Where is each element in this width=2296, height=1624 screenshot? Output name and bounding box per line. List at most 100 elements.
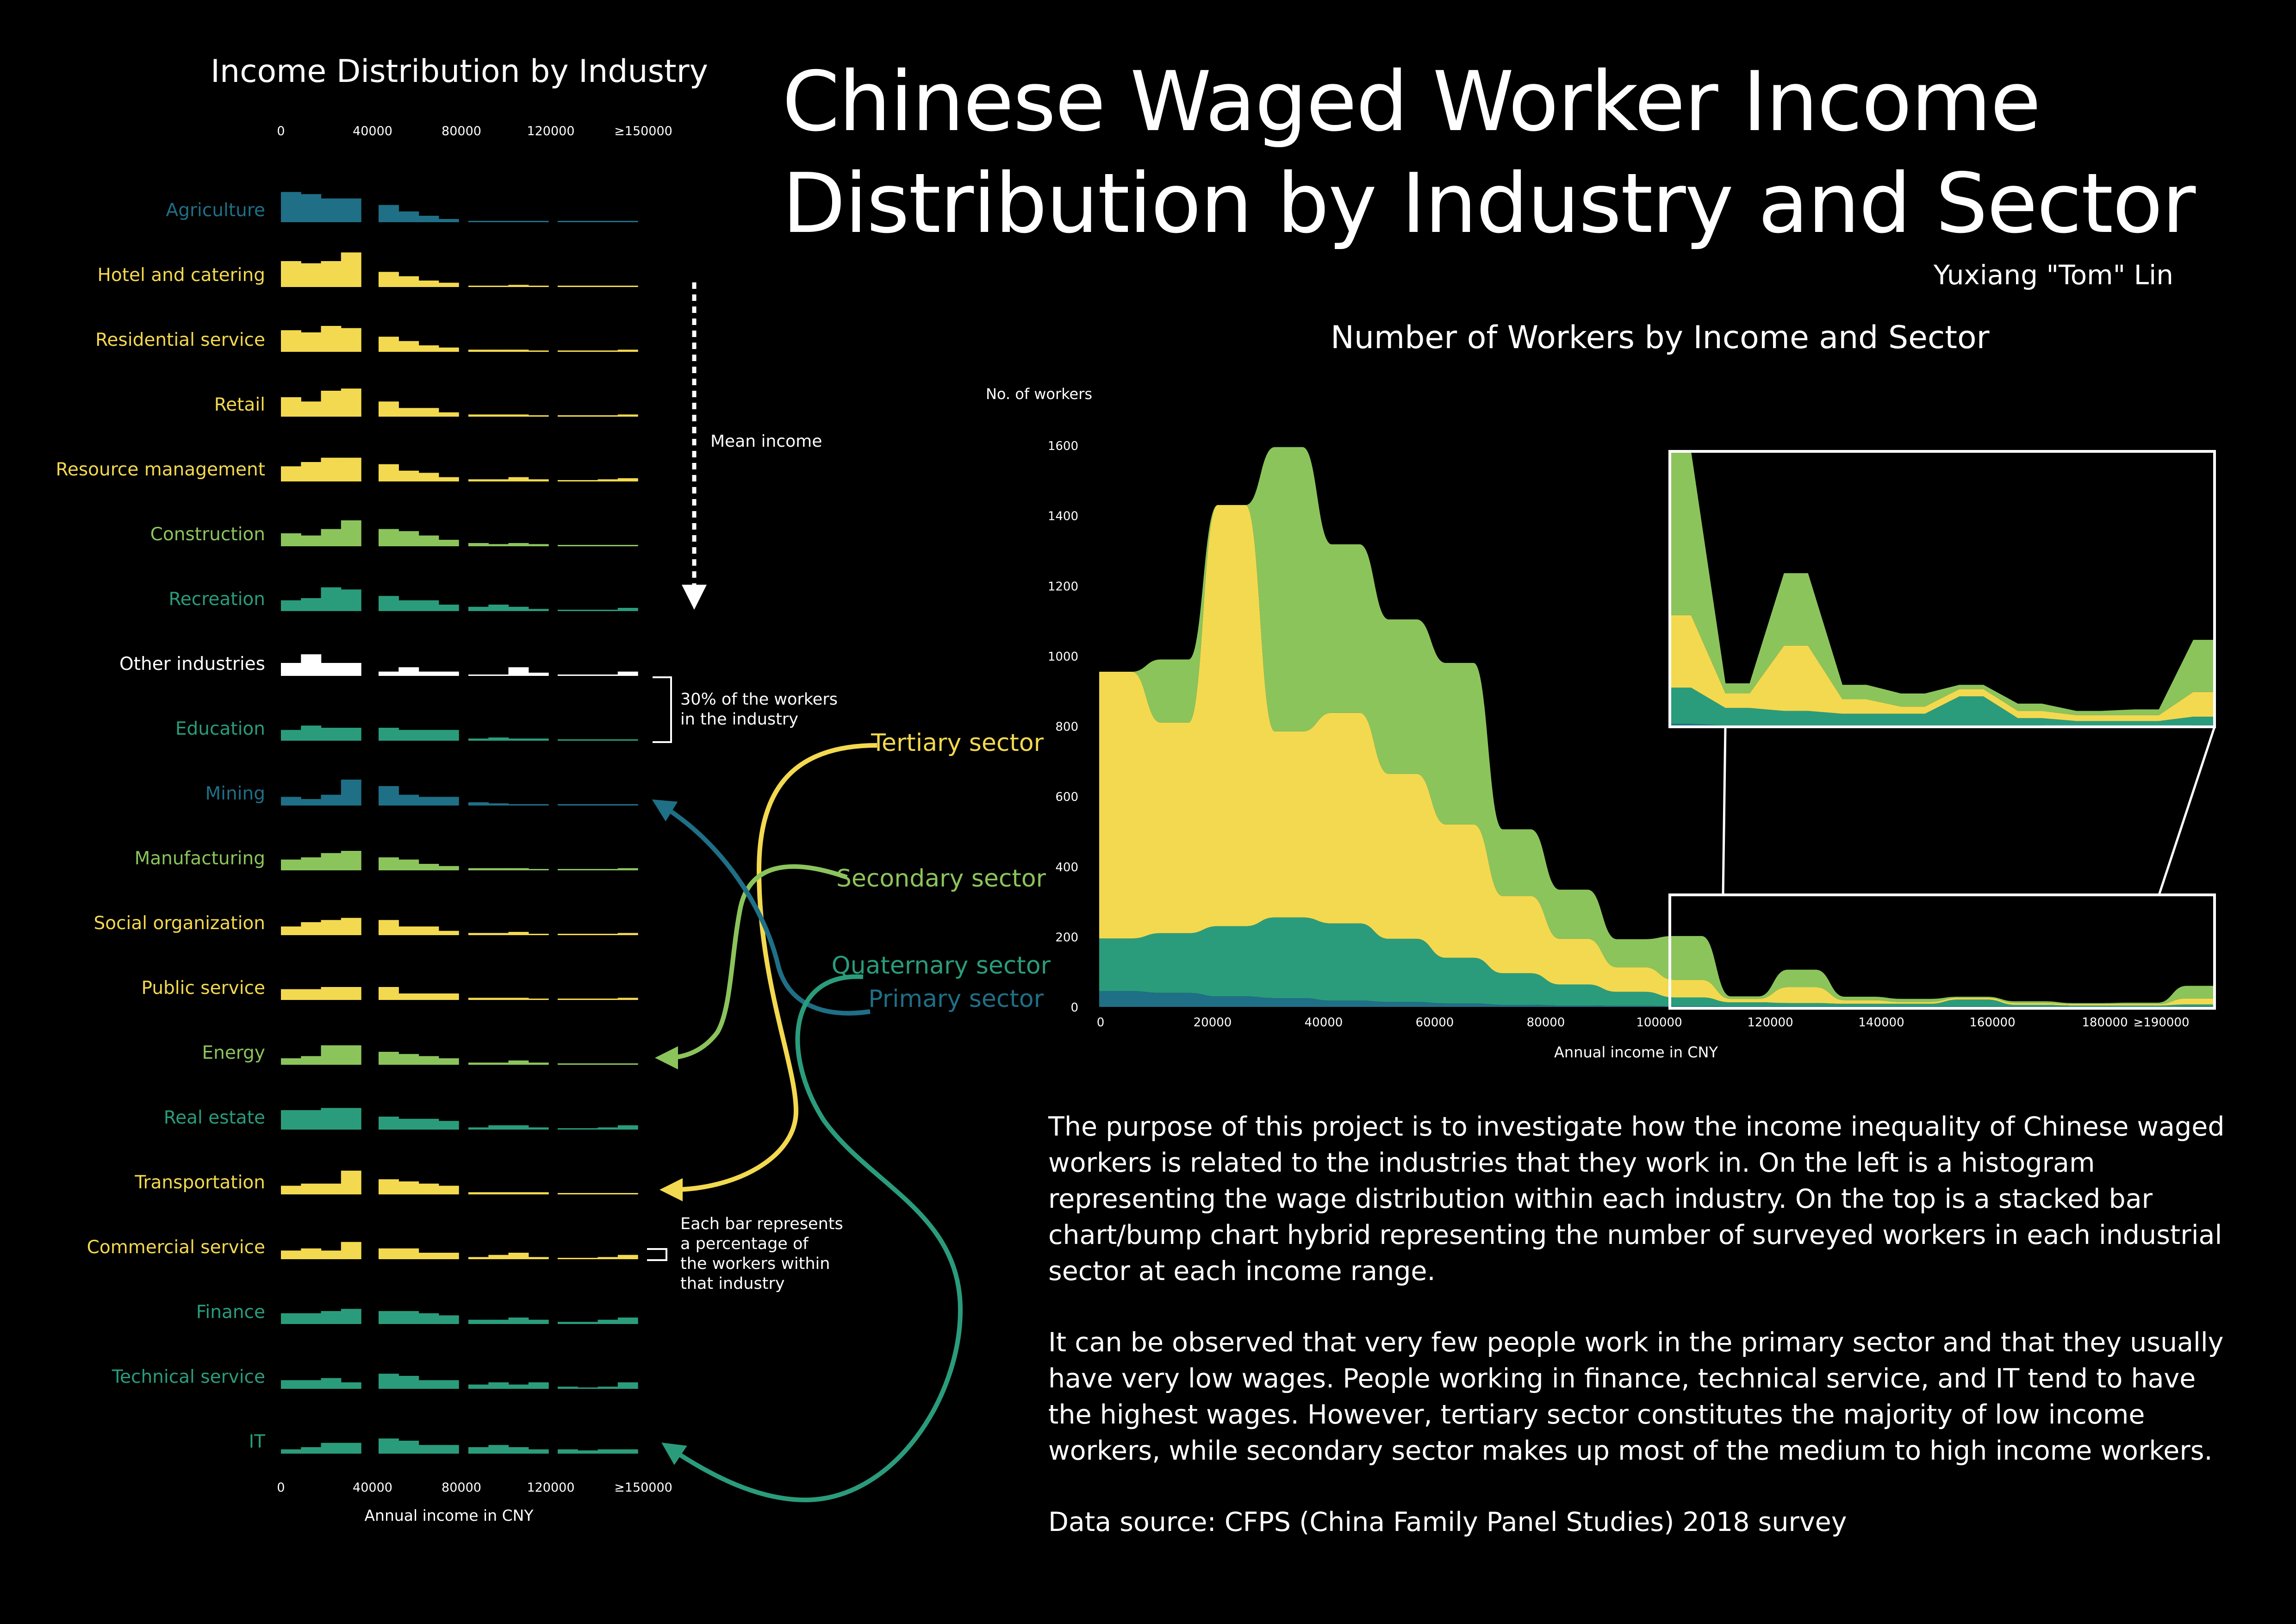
histogram-bar [321, 1183, 342, 1194]
industry-row-commercial-service: Commercial service [87, 1237, 638, 1259]
histogram-bar [301, 989, 322, 1000]
histogram-bar [508, 1192, 529, 1194]
histogram-bar [379, 1311, 399, 1324]
histogram-bar [341, 589, 361, 611]
histogram-bar [438, 730, 459, 741]
histogram-bar [617, 868, 638, 870]
histogram-bar [341, 1309, 361, 1324]
industry-label: Social organization [93, 913, 265, 934]
hist-bottom-tick-0: 0 [277, 1480, 285, 1495]
histogram-bar [281, 797, 301, 806]
histogram-bar [468, 998, 489, 1000]
industry-row-public-service: Public service [141, 978, 638, 1000]
histogram-bar [508, 1384, 529, 1389]
stream-x-axis-label: Annual income in CNY [1554, 1043, 1718, 1061]
histogram-bar [488, 933, 509, 935]
quaternary-sector-label: Quaternary sector [832, 952, 1051, 980]
histogram-bar [528, 934, 549, 935]
histogram-bar [488, 350, 509, 352]
mean-income-label: Mean income [710, 432, 822, 451]
histogram-bar [558, 610, 578, 611]
histogram-bar [321, 728, 342, 741]
histogram-bar [281, 1186, 301, 1194]
histogram-bar [617, 1255, 638, 1259]
histogram-bar [438, 477, 459, 481]
industry-row-manufacturing: Manufacturing [135, 848, 638, 870]
histogram-bar [558, 675, 578, 676]
histogram-bar [418, 1183, 439, 1194]
histogram-bar [438, 1380, 459, 1389]
histogram-bar [578, 545, 598, 546]
industry-row-residential-service: Residential service [95, 326, 638, 352]
histogram-bar [301, 1380, 322, 1389]
histogram-bar [558, 221, 578, 222]
histogram-bar [558, 1063, 578, 1065]
histogram-bar [418, 730, 439, 741]
histogram-bar [597, 934, 618, 935]
primary-connector [652, 799, 871, 1016]
industry-row-recreation: Recreation [168, 587, 638, 611]
histogram-bar [528, 1192, 549, 1194]
zoom-connector-right [2158, 726, 2216, 895]
histogram-bar [301, 598, 322, 611]
histogram-bar [508, 1253, 529, 1259]
histogram-bar [558, 1258, 578, 1259]
histogram-bar [578, 1322, 598, 1324]
histogram-bar [379, 1374, 399, 1389]
histogram-bar [301, 1056, 322, 1065]
histogram-bar [488, 221, 509, 222]
histogram-bar [321, 1378, 342, 1389]
histogram-bar [341, 1045, 361, 1065]
histogram-bar [321, 457, 342, 481]
histogram-bar [468, 221, 489, 222]
histogram-bar [617, 545, 638, 546]
histogram-bar [597, 804, 618, 806]
histogram-bar [597, 350, 618, 352]
histogram-bar [321, 794, 342, 806]
histogram-bar [578, 350, 598, 352]
histogram-bar [597, 221, 618, 222]
stream-y-tick-0: 0 [1070, 1001, 1078, 1015]
industry-row-agriculture: Agriculture [166, 192, 638, 222]
histogram-bar [438, 219, 459, 222]
hist-x-axis-label: Annual income in CNY [364, 1506, 534, 1524]
stream-x-tick-9: 180000 [2082, 1016, 2128, 1030]
histogram-bar [488, 1382, 509, 1389]
histogram-bar [438, 1186, 459, 1194]
histogram-bar [617, 739, 638, 741]
histogram-bar [528, 1449, 549, 1454]
histogram-bar [597, 1387, 618, 1389]
histogram-bar [281, 730, 301, 741]
histogram-bar [398, 794, 419, 806]
histogram-bar [468, 1384, 489, 1389]
stream-y-tick-3: 600 [1055, 790, 1078, 804]
histogram-bar [468, 1192, 489, 1194]
histogram-bar [418, 671, 439, 676]
histogram-bar [558, 545, 578, 546]
zoom-source-frame [1668, 893, 2216, 1010]
sector-stream-chart: No. of workers 0 200 400 600 800 1000 1200 1400 1… [986, 385, 2216, 1061]
histogram-bar [617, 1125, 638, 1130]
industry-label: Retail [214, 394, 265, 415]
description: The purpose of this project is to invest… [1048, 1109, 2233, 1575]
hist-bottom-tick-3: 120000 [527, 1480, 574, 1495]
histogram-bar [528, 1127, 549, 1130]
histogram-bar [398, 341, 419, 352]
industry-histogram: 0 0 40000 40000 80000 80000 120000 120000 ≥15000… [56, 124, 672, 1524]
histogram-bar [528, 286, 549, 287]
histogram-bar [379, 786, 399, 806]
histogram-bar [398, 730, 419, 741]
industry-label: Residential service [95, 330, 265, 350]
histogram-bar [301, 1447, 322, 1454]
histogram-bar [438, 1058, 459, 1065]
histogram-bar [301, 332, 322, 352]
histogram-bar [418, 797, 439, 806]
industry-label: Energy [202, 1043, 265, 1063]
hist-top-tick-3: 120000 [527, 124, 574, 138]
histogram-bar [321, 1045, 342, 1065]
stream-band-tertiary-sector [1099, 505, 2215, 1006]
industry-label: Education [175, 718, 265, 739]
stream-x-tick-0: 0 [1097, 1016, 1105, 1030]
histogram-bar [597, 479, 618, 481]
histogram-bar [578, 221, 598, 222]
